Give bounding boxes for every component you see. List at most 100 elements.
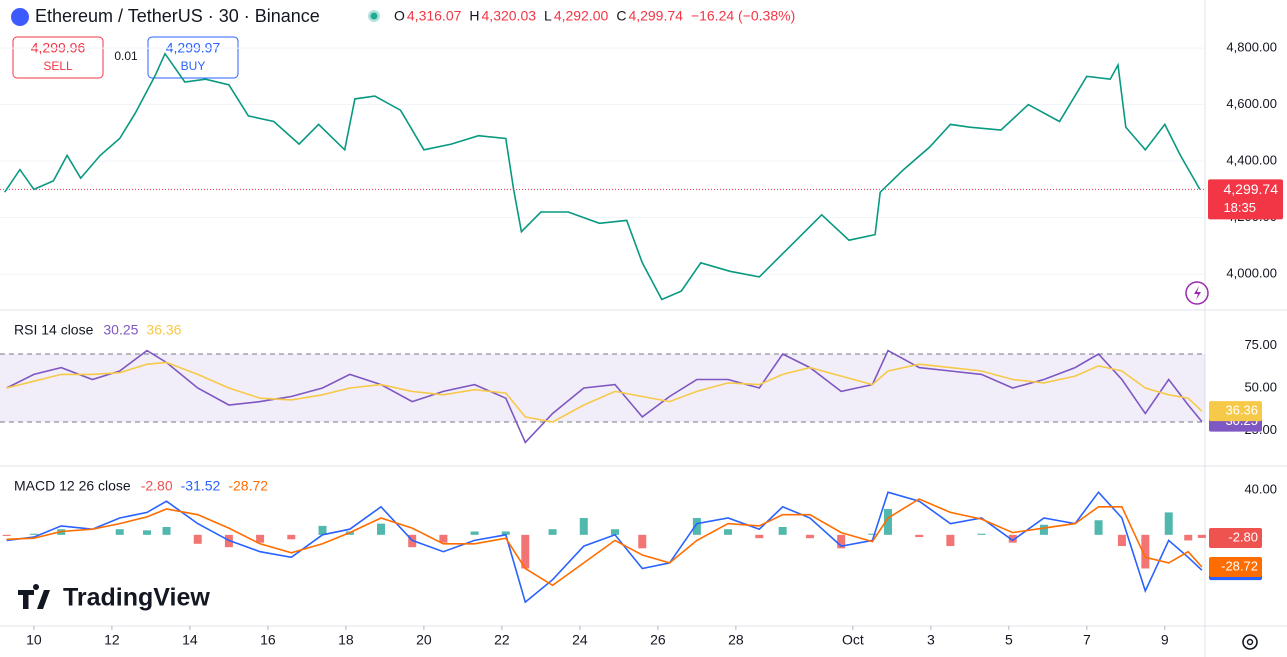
last-price-label: 4,299.74: [1224, 181, 1279, 197]
y-tick-label: 4,400.00: [1226, 153, 1277, 168]
histogram-bar: [470, 531, 479, 535]
brand-logo: [18, 584, 50, 609]
histogram-bar: [501, 531, 510, 535]
histogram-bar: [29, 533, 38, 535]
indicator-line: [6, 349, 1203, 444]
pane-title: MACD 12 26 close: [14, 478, 131, 494]
x-tick-label: 5: [1005, 632, 1013, 648]
x-tick-label: 16: [260, 632, 276, 648]
x-tick-label: Oct: [842, 632, 864, 648]
histogram-bar: [2, 534, 11, 536]
y-tick-label: 40.00: [1244, 481, 1277, 496]
pane-title: RSI 14 close: [14, 322, 94, 338]
histogram-bar: [1094, 520, 1103, 535]
y-tick-label: 75.00: [1244, 337, 1277, 352]
histogram-bar: [193, 534, 202, 544]
ohlc-label: O: [394, 8, 405, 24]
histogram-bar: [115, 529, 124, 535]
histogram-bar: [977, 533, 986, 535]
histogram-bar: [439, 534, 448, 543]
x-tick-label: 26: [650, 632, 666, 648]
histogram-bar: [1039, 524, 1048, 535]
ohlc-label: H: [469, 8, 479, 24]
pane-legend-value: -28.72: [228, 478, 268, 494]
sell-button[interactable]: [12, 36, 104, 79]
y-tick-label: 50.00: [1244, 379, 1277, 394]
histogram-bar: [868, 533, 877, 535]
histogram-bar: [610, 529, 619, 535]
histogram-bar: [755, 534, 764, 539]
x-tick-label: 14: [182, 632, 198, 648]
ohlc-value: 4,316.07: [407, 8, 462, 24]
settings-icon[interactable]: [1242, 634, 1258, 650]
y-tick-label: 4,000.00: [1226, 266, 1277, 281]
histogram-bar: [692, 518, 701, 535]
pane-legend-value: 30.25: [103, 322, 138, 338]
histogram-bar: [638, 534, 647, 549]
ohlc-value: 4,320.03: [482, 8, 537, 24]
pane-legend-value: -31.52: [181, 478, 221, 494]
x-tick-label: 9: [1161, 632, 1169, 648]
indicator-line: [6, 361, 1203, 423]
alert-icon[interactable]: [1185, 281, 1209, 305]
x-tick-label: 10: [26, 632, 42, 648]
x-tick-label: 22: [494, 632, 510, 648]
status-dot: [370, 12, 378, 20]
ohlc-label: L: [544, 8, 552, 24]
brand-name: TradingView: [63, 584, 210, 612]
histogram-bar: [579, 518, 588, 535]
ohlc-label: C: [616, 8, 626, 24]
symbol-logo: [11, 8, 29, 26]
x-tick-label: 12: [104, 632, 120, 648]
change: −16.24 (−0.38%): [691, 8, 795, 24]
value-badge-label: -28.72: [1221, 558, 1258, 573]
histogram-bar: [883, 509, 892, 535]
ohlc-legend: O 4,316.07 H 4,320.03 L 4,292.00 C 4,299.74 −16.…: [394, 8, 795, 24]
histogram-bar: [946, 534, 955, 547]
histogram-bar: [1164, 512, 1173, 535]
histogram-bar: [778, 526, 787, 535]
ohlc-value: 4,292.00: [554, 8, 609, 24]
histogram-bar: [318, 525, 327, 535]
rsi-band: [0, 353, 1205, 422]
histogram-bar: [1141, 534, 1150, 569]
histogram-bar: [805, 534, 814, 539]
histogram-bar: [256, 534, 265, 543]
x-tick-label: 3: [927, 632, 935, 648]
y-tick-label: 4,600.00: [1226, 96, 1277, 111]
indicator-line: [6, 490, 1203, 604]
symbol-title[interactable]: Ethereum / TetherUS · 30 · Binance: [35, 6, 320, 26]
pane-legend-value: 36.36: [146, 322, 181, 338]
histogram-bar: [287, 534, 296, 540]
price-line: [4, 52, 1201, 301]
histogram-bar: [1117, 534, 1126, 547]
value-badge-label: -2.80: [1228, 529, 1258, 544]
y-tick-label: 4,800.00: [1226, 40, 1277, 55]
buy-label: BUY: [181, 59, 206, 73]
ohlc-value: 4,299.74: [628, 8, 683, 24]
histogram-bar: [1184, 534, 1193, 541]
last-price-badge: [1208, 179, 1283, 220]
x-tick-label: 24: [572, 632, 588, 648]
value-badge: [1209, 527, 1262, 548]
histogram-bar: [1008, 534, 1017, 543]
histogram-bar: [162, 526, 171, 535]
x-tick-label: 28: [728, 632, 744, 648]
spread: 0.01: [114, 49, 138, 63]
pane-legend-value: -2.80: [141, 478, 173, 494]
buy-button[interactable]: [147, 36, 239, 79]
histogram-bar: [143, 530, 152, 535]
histogram-bar: [724, 529, 733, 535]
sell-label: SELL: [43, 59, 73, 73]
x-tick-label: 18: [338, 632, 354, 648]
alert-bolt: [1194, 286, 1201, 300]
histogram-bar: [548, 529, 557, 535]
settings-icon-core: [1246, 638, 1254, 646]
x-tick-label: 7: [1083, 632, 1091, 648]
histogram-bar: [1197, 534, 1206, 538]
histogram-bar: [521, 534, 530, 569]
countdown: 18:35: [1223, 200, 1256, 215]
indicator-line: [6, 498, 1203, 587]
